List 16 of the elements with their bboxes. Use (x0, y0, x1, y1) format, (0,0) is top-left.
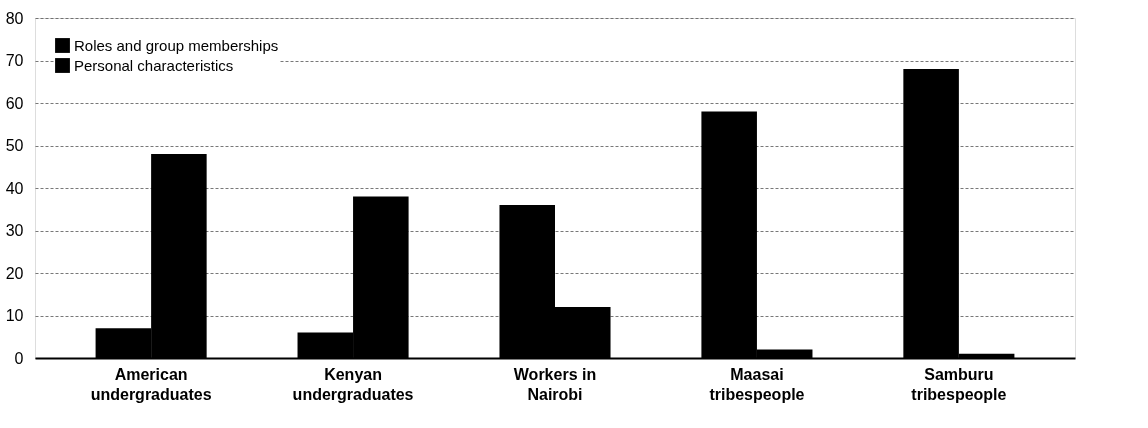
x-tick-label: Kenyan undergraduates (292, 365, 414, 403)
y-tick-label: 10 (5, 307, 24, 324)
y-tick-label: 50 (5, 137, 24, 154)
y-tick-label: 40 (5, 179, 24, 197)
x-tick-label: American undergraduates (90, 365, 212, 403)
legend-label: Roles and group memberships (74, 36, 279, 54)
y-tick-label: 60 (5, 94, 24, 112)
y-tick-label: 70 (5, 52, 24, 69)
y-tick-label: 30 (5, 222, 24, 239)
x-tick-label: Samburu tribespeople (911, 365, 1007, 403)
x-tick-label: Workers in Nairobi (513, 365, 597, 403)
y-tick-label: 80 (5, 9, 24, 27)
x-tick-label: Maasai tribespeople (709, 365, 805, 403)
y-tick-label: 0 (14, 349, 24, 367)
legend-label: Personal characteristics (74, 56, 234, 74)
y-tick-label: 20 (5, 264, 24, 282)
